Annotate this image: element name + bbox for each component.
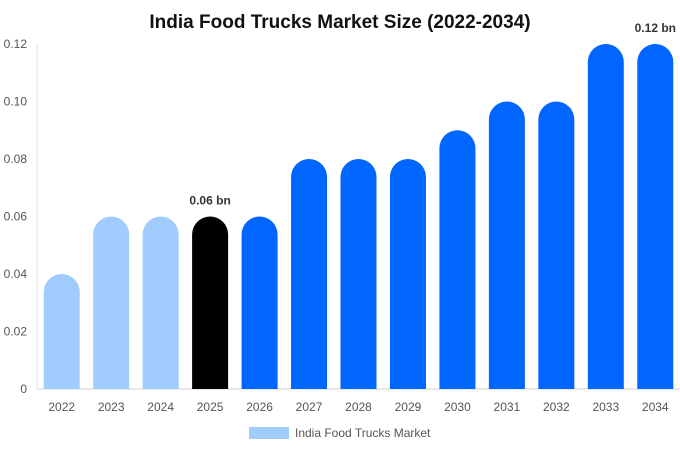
x-tick-label: 2034 [642,400,669,414]
bar-2031[interactable] [488,101,525,389]
x-axis: 2022 2023 2024 2025 2026 2027 2028 2029 2030 2031… [48,400,669,414]
x-tick-label: 2033 [592,400,619,414]
bar-2034[interactable] [637,44,674,389]
bar-2025[interactable] [192,216,229,390]
y-tick-label: 0.04 [4,267,28,281]
bar-2029[interactable] [389,159,426,389]
bar-2022[interactable] [43,274,80,389]
x-tick-label: 2023 [98,400,125,414]
y-tick-label: 0.10 [4,95,28,109]
bar-2024[interactable] [142,216,179,390]
y-tick-label: 0.12 [4,37,28,51]
chart-title: India Food Trucks Market Size (2022-2034… [149,12,530,33]
data-label-2025: 0.06 bn [189,194,230,208]
y-tick-label: 0.02 [4,325,28,339]
x-tick-label: 2032 [543,400,570,414]
x-tick-label: 2029 [395,400,422,414]
bar-2028[interactable] [340,159,377,389]
bar-2026[interactable] [241,216,278,390]
bar-2033[interactable] [587,44,624,389]
bar-2032[interactable] [538,101,575,390]
x-tick-label: 2026 [246,400,273,414]
x-tick-label: 2025 [197,400,224,414]
y-tick-label: 0.08 [4,152,28,166]
legend-swatch [249,427,289,439]
x-tick-label: 2028 [345,400,372,414]
bar-2030[interactable] [439,130,476,390]
x-tick-label: 2022 [48,400,75,414]
y-axis: 0 0.02 0.04 0.06 0.08 0.10 0.12 [4,37,28,396]
data-labels: 0.06 bn 0.12 bn [189,21,676,208]
x-tick-label: 2030 [444,400,471,414]
x-tick-label: 2024 [147,400,174,414]
y-tick-label: 0 [20,382,27,396]
x-tick-label: 2027 [296,400,323,414]
bars [43,44,674,390]
legend[interactable]: India Food Trucks Market [249,426,431,440]
bar-2023[interactable] [93,216,130,390]
data-label-2034: 0.12 bn [635,21,676,35]
x-tick-label: 2031 [494,400,521,414]
y-tick-label: 0.06 [4,210,28,224]
legend-label: India Food Trucks Market [295,426,431,440]
bar-2027[interactable] [291,159,328,389]
